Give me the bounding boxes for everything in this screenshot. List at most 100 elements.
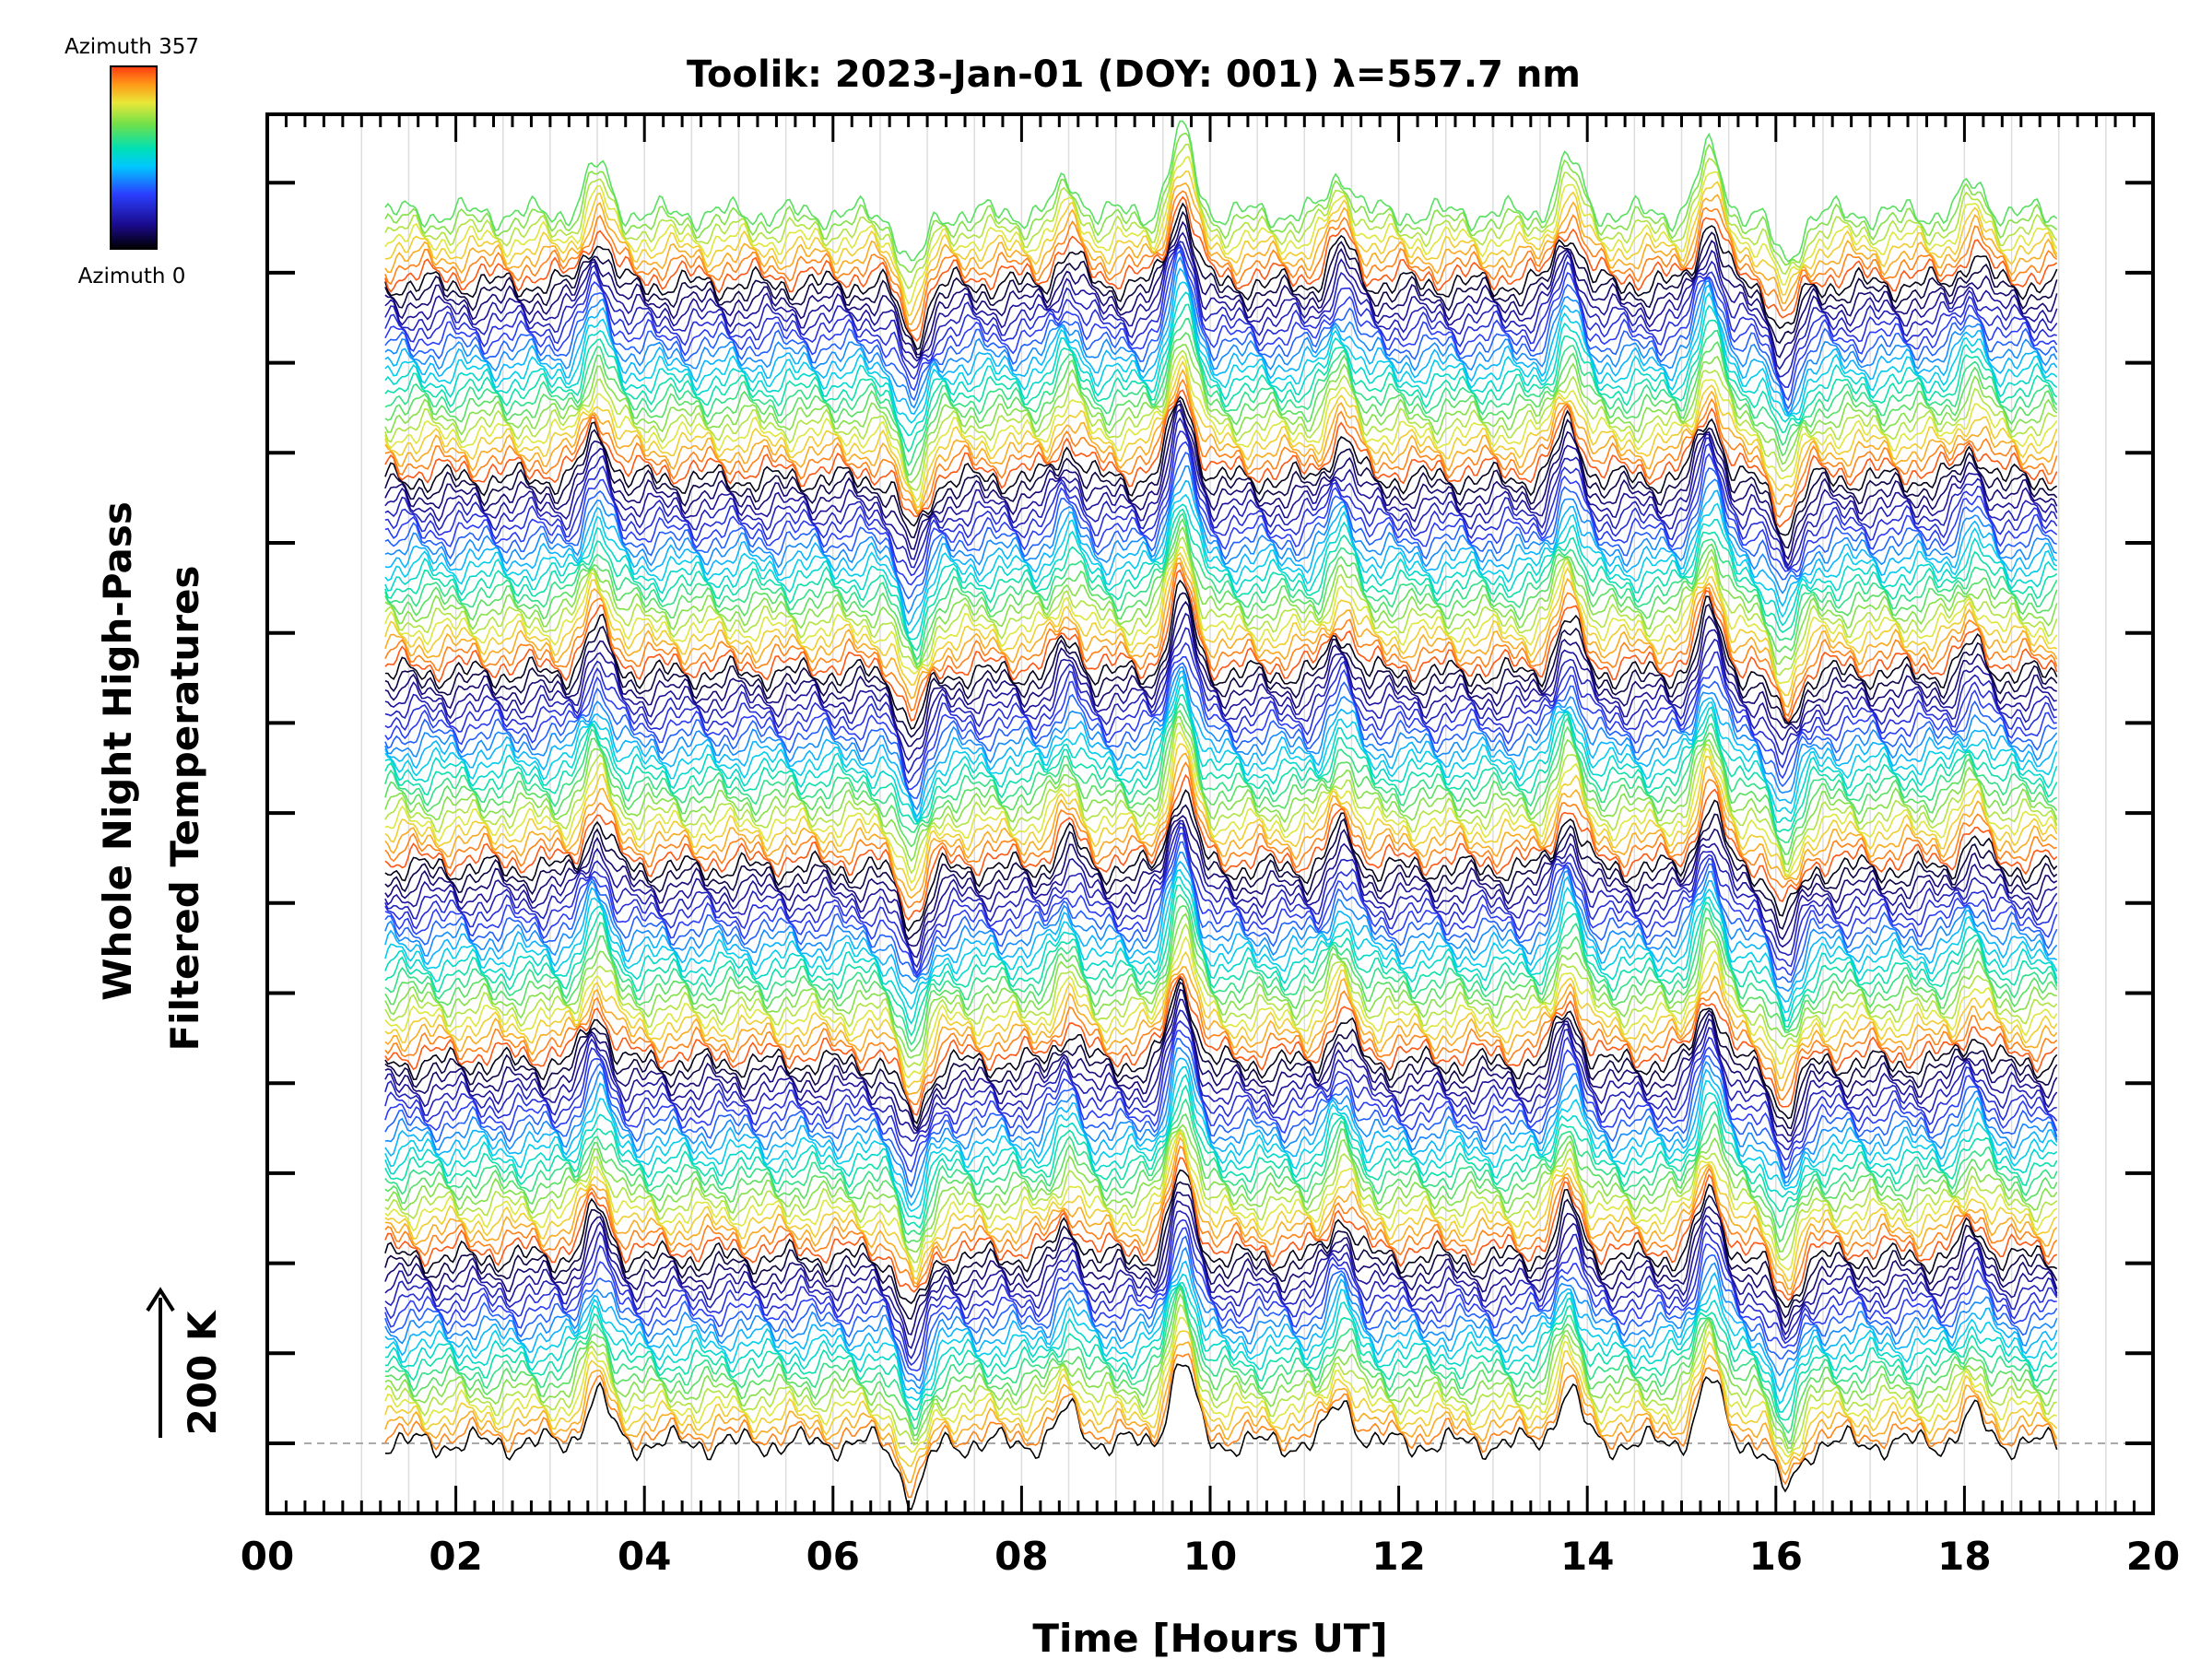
trace-line	[384, 1009, 2057, 1151]
trace-line	[384, 1292, 2057, 1450]
x-tick-label: 10	[1183, 1534, 1237, 1579]
trace-line	[384, 1113, 2058, 1244]
trace-line	[384, 441, 2058, 586]
trace-line	[384, 860, 2058, 1003]
trace-line	[384, 1227, 2057, 1372]
trace-line	[384, 503, 2057, 641]
trace-line	[384, 1131, 2058, 1282]
trace-line	[384, 1246, 2058, 1390]
trace-line	[384, 546, 2058, 685]
x-tick-label: 02	[429, 1534, 482, 1579]
trace-line	[384, 1019, 2058, 1161]
trace-line	[384, 710, 2058, 855]
x-tick-label: 08	[994, 1534, 1048, 1579]
trace-line	[384, 731, 2058, 885]
trace-line	[384, 1283, 2057, 1434]
trace-line	[384, 1273, 2058, 1406]
trace-line	[384, 950, 2058, 1089]
trace-line	[384, 344, 2058, 484]
trace-line	[384, 600, 2057, 747]
trace-line	[384, 195, 2058, 343]
trace-line	[384, 190, 2058, 332]
trace-line	[384, 1084, 2058, 1230]
trace-line	[384, 303, 2058, 453]
trace-line	[384, 171, 2058, 317]
trace-line	[384, 1316, 2057, 1458]
trace-line	[384, 1074, 2058, 1219]
trace-line	[384, 281, 2058, 424]
trace-line	[384, 976, 2058, 1125]
trace-line	[384, 683, 2058, 824]
trace-line	[384, 1341, 2058, 1484]
trace-line	[384, 1181, 2058, 1320]
trace-line	[384, 389, 2058, 528]
trace-line	[384, 1283, 2058, 1421]
trace-line	[384, 1030, 2058, 1173]
trace-line	[384, 1057, 2058, 1206]
scale-arrow-head	[146, 1287, 175, 1312]
trace-line	[384, 752, 2058, 900]
trace-line	[384, 851, 2058, 993]
trace-line	[384, 1200, 2058, 1350]
trace-line	[384, 981, 2058, 1130]
trace-line	[384, 819, 2058, 959]
trace-line	[384, 923, 2058, 1068]
trace-line	[384, 368, 2058, 512]
trace-line	[384, 479, 2058, 627]
colorbar-bottom-label: Azimuth 0	[78, 265, 186, 288]
trace-line	[384, 1065, 2058, 1212]
trace-line	[384, 202, 2058, 351]
trace-line	[384, 508, 2058, 652]
trace-line	[384, 662, 2058, 799]
trace-line	[384, 592, 2058, 738]
trace-line	[384, 904, 2058, 1053]
trace-line	[384, 1210, 2058, 1360]
trace-line	[384, 612, 2057, 761]
trace-line	[384, 627, 2057, 774]
trace-line	[384, 789, 2058, 933]
trace-line	[384, 182, 2058, 325]
scale-label: 200 K	[180, 1310, 225, 1435]
trace-line	[384, 761, 2057, 909]
trace-line	[384, 972, 2058, 1106]
trace-line	[384, 641, 2057, 784]
trace-line	[384, 349, 2057, 491]
trace-line	[384, 773, 2058, 922]
trace-line	[384, 243, 2057, 388]
trace-line	[384, 332, 2058, 477]
trace-line	[384, 417, 2058, 571]
trace-line	[384, 359, 2058, 509]
trace-line	[384, 399, 2058, 549]
trace-line	[384, 675, 2058, 822]
trace-line	[384, 1353, 2058, 1499]
x-tick-label: 12	[1371, 1534, 1425, 1579]
trace-line	[384, 569, 2058, 723]
trace-line	[384, 1145, 2058, 1296]
x-tick-label: 06	[806, 1534, 860, 1579]
colorbar-top-label: Azimuth 357	[65, 35, 199, 59]
trace-line	[384, 670, 2058, 818]
x-axis-label: Time [Hours UT]	[1032, 1616, 1387, 1659]
trace-line	[384, 966, 2058, 1096]
trace-line	[384, 551, 2057, 697]
trace-line	[384, 267, 2058, 417]
x-tick-label: 18	[1937, 1534, 1991, 1579]
x-tick-label: 14	[1560, 1534, 1614, 1579]
trace-line	[384, 822, 2058, 969]
trace-line	[384, 988, 2058, 1137]
trace-line	[384, 702, 2058, 843]
trace-line	[384, 1330, 2058, 1467]
trace-line	[384, 884, 2058, 1037]
trace-line	[384, 220, 2058, 359]
trace-line	[384, 120, 2058, 263]
x-tick-label: 04	[618, 1534, 671, 1579]
trace-line	[384, 868, 2058, 1014]
trace-line	[384, 1135, 2058, 1290]
trace-line	[384, 998, 2058, 1143]
trace-line	[384, 354, 2058, 502]
trace-line	[384, 832, 2058, 978]
trace-line	[384, 291, 2058, 437]
trace-line	[384, 894, 2058, 1046]
trace-line	[384, 249, 2058, 410]
